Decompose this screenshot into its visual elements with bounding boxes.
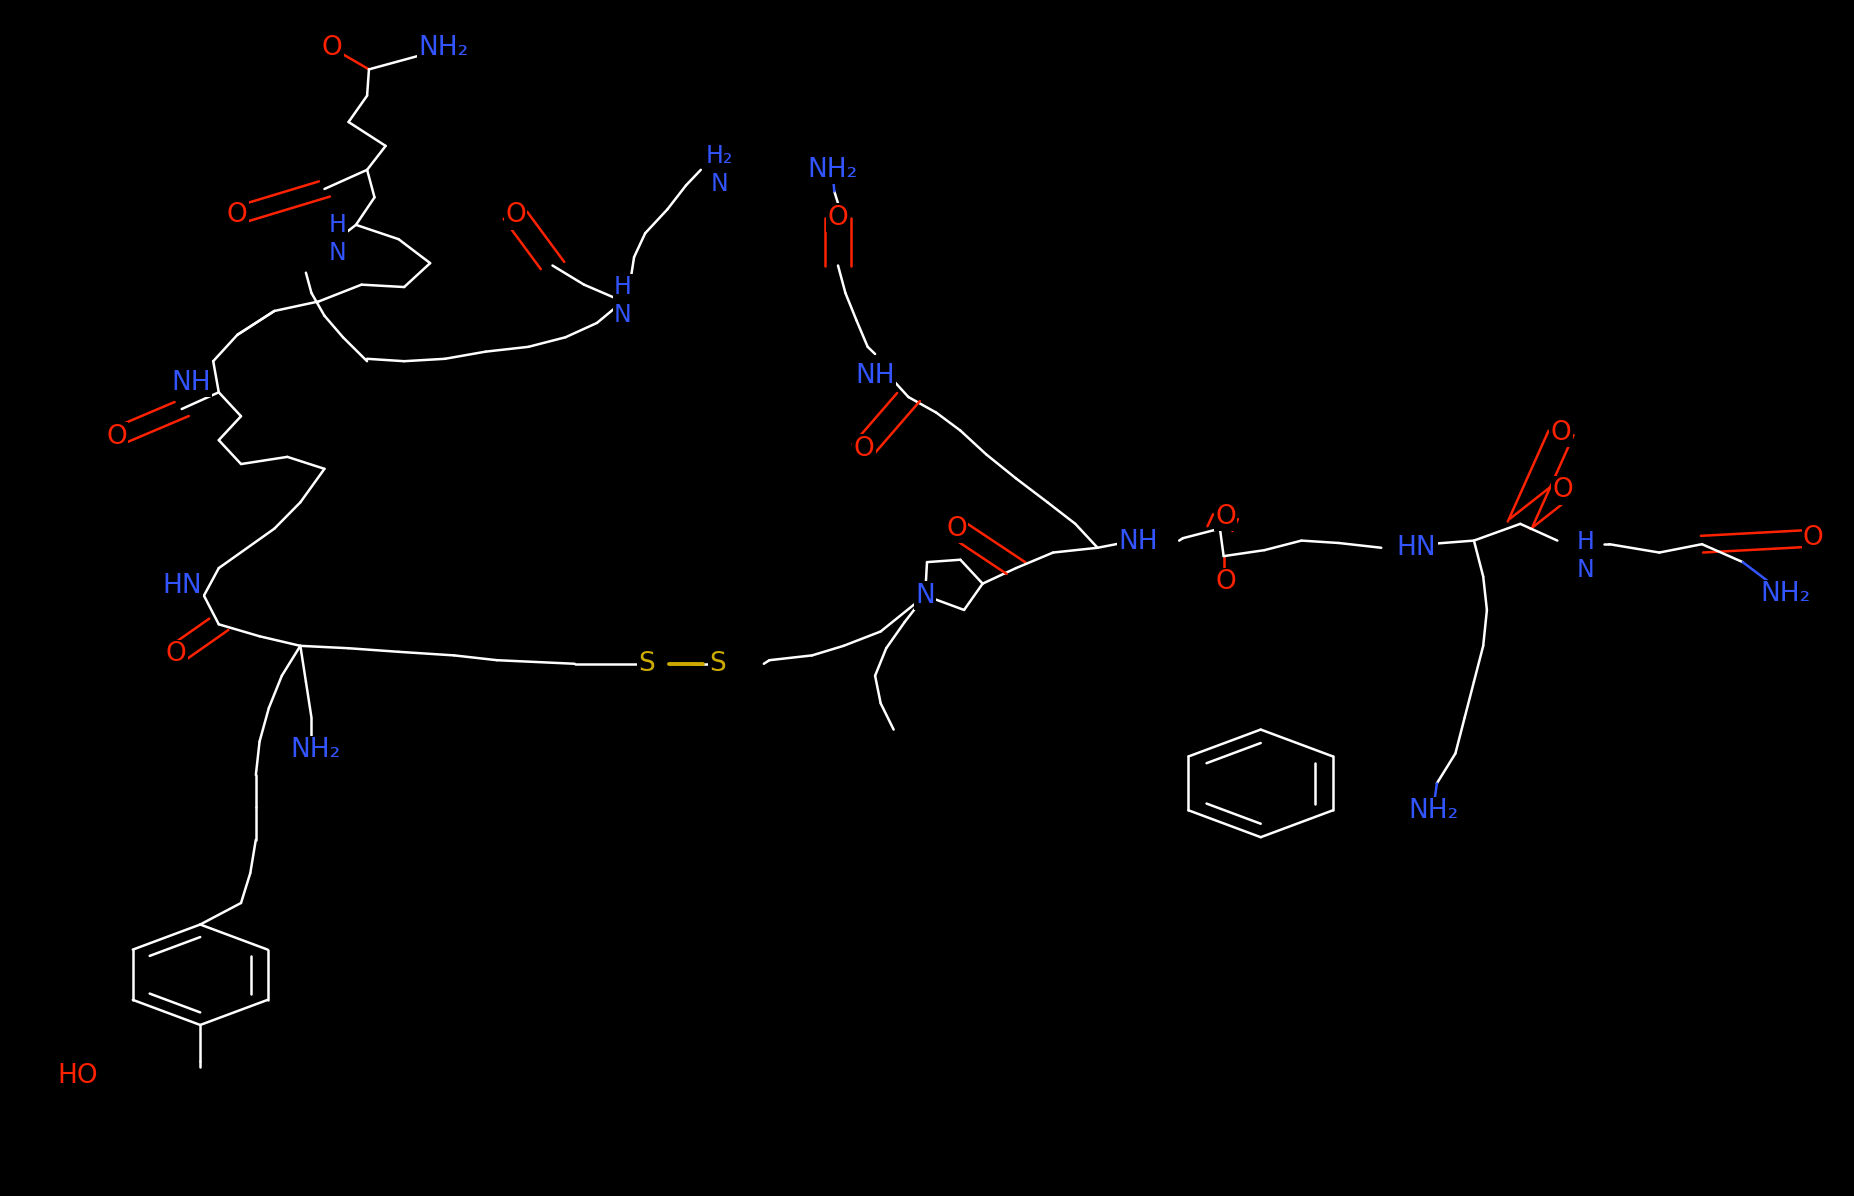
Text: O: O bbox=[321, 35, 343, 61]
Text: NH₂: NH₂ bbox=[1407, 798, 1459, 824]
Text: NH: NH bbox=[855, 362, 895, 389]
Text: H
N: H N bbox=[1576, 530, 1594, 582]
Text: S: S bbox=[638, 651, 656, 677]
Text: NH₂: NH₂ bbox=[289, 737, 341, 763]
Text: O: O bbox=[1214, 569, 1237, 596]
Text: NH: NH bbox=[1118, 529, 1159, 555]
Text: N: N bbox=[916, 582, 934, 609]
Text: O: O bbox=[853, 435, 875, 462]
Text: HN: HN bbox=[161, 573, 202, 599]
Text: O: O bbox=[226, 202, 248, 228]
Text: NH₂: NH₂ bbox=[1759, 581, 1811, 608]
Text: NH₂: NH₂ bbox=[806, 157, 858, 183]
Text: O: O bbox=[1550, 420, 1572, 446]
Text: O: O bbox=[106, 423, 128, 450]
Text: NH: NH bbox=[171, 370, 211, 396]
Text: H
N: H N bbox=[328, 213, 347, 266]
Text: O: O bbox=[504, 202, 527, 228]
Text: NH₂: NH₂ bbox=[417, 35, 469, 61]
Text: H
N: H N bbox=[614, 275, 632, 328]
Text: HO: HO bbox=[57, 1063, 98, 1090]
Text: O: O bbox=[827, 205, 849, 231]
Text: O: O bbox=[165, 641, 187, 667]
Text: HO: HO bbox=[57, 1063, 98, 1090]
Text: S: S bbox=[708, 651, 727, 677]
Text: O: O bbox=[1552, 477, 1574, 504]
Text: O: O bbox=[1802, 525, 1824, 551]
Text: O: O bbox=[946, 515, 968, 542]
Text: HN: HN bbox=[1396, 535, 1437, 561]
Text: O: O bbox=[1214, 504, 1237, 530]
Text: H₂
N: H₂ N bbox=[706, 144, 732, 196]
